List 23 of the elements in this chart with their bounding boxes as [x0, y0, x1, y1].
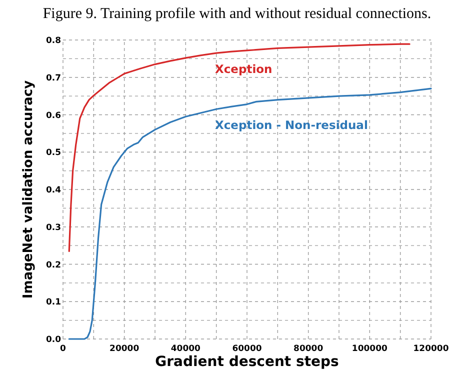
- y-tick-label: 0.8: [46, 36, 62, 46]
- y-axis-title: ImageNet validation accuracy: [21, 80, 36, 299]
- x-tick-label: 100000: [352, 344, 388, 354]
- series-label: Xception: [215, 62, 272, 76]
- x-tick-label: 80000: [294, 344, 324, 354]
- x-tick-label: 60000: [232, 344, 262, 354]
- x-tick-label: 0: [60, 344, 66, 354]
- x-axis-title: Gradient descent steps: [155, 354, 339, 370]
- y-tick-label: 0.6: [46, 110, 62, 121]
- y-tick-label: 0.3: [46, 222, 62, 233]
- y-tick-label: 0.7: [46, 73, 62, 84]
- x-tick-label: 20000: [110, 344, 140, 354]
- chart-title: Figure 9. Training profile with and without residual connections.: [42, 6, 432, 22]
- line-series: [68, 88, 432, 340]
- y-tick-label: 0.0: [46, 335, 62, 345]
- y-tick-label: 0.1: [46, 298, 62, 308]
- series-label: Xception - Non-residual: [215, 118, 368, 132]
- x-tick-label: 40000: [170, 344, 201, 354]
- x-tick-label: 120000: [413, 344, 449, 354]
- y-tick-label: 0.5: [46, 148, 62, 158]
- y-tick-label: 0.4: [46, 186, 62, 196]
- line-series: [68, 43, 410, 252]
- y-tick-label: 0.2: [46, 260, 62, 270]
